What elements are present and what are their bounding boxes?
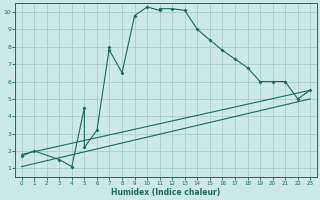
X-axis label: Humidex (Indice chaleur): Humidex (Indice chaleur): [111, 188, 220, 197]
